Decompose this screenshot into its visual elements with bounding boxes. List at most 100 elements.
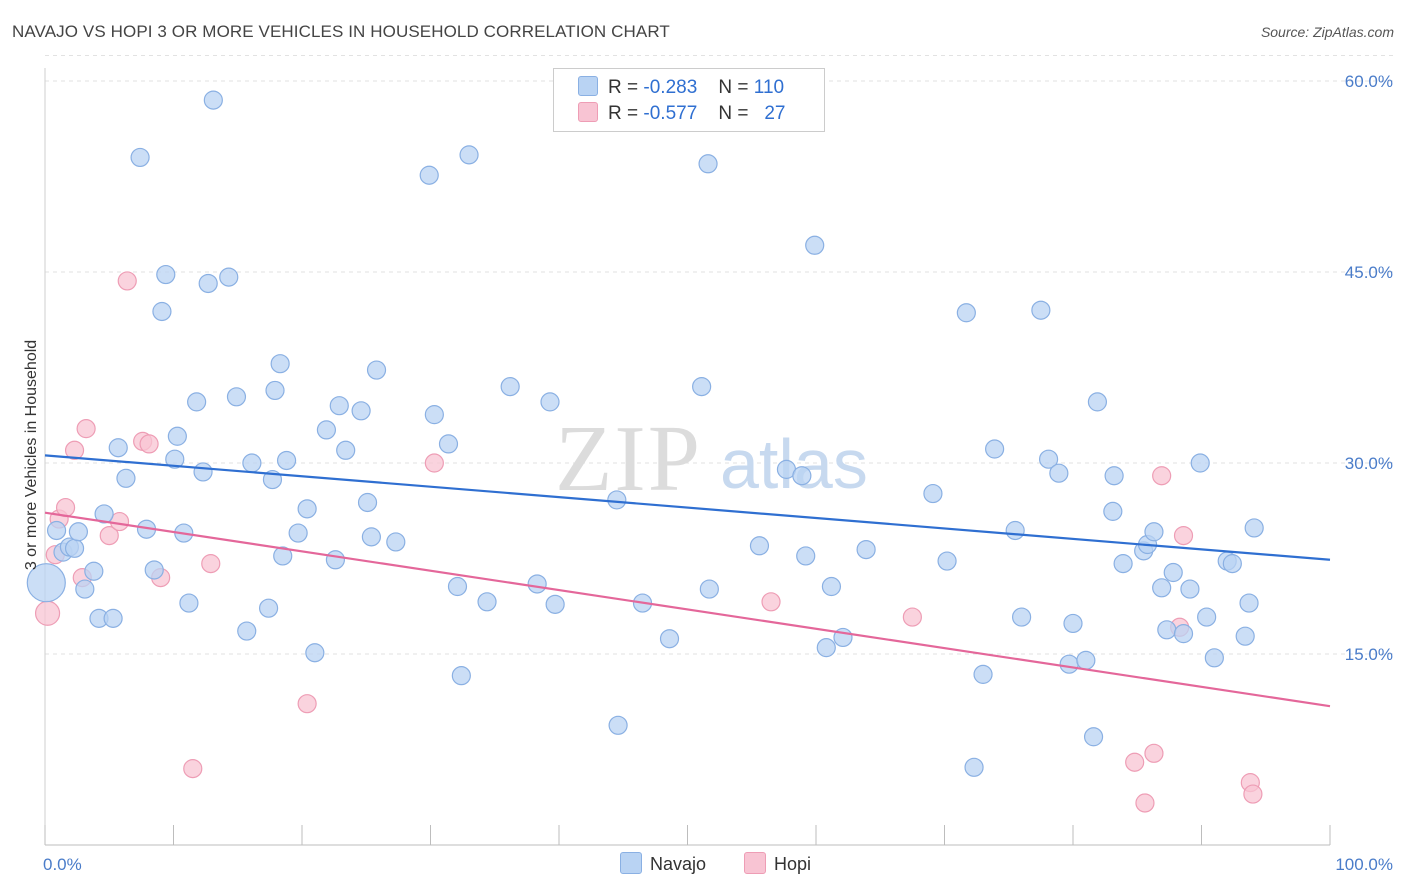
navajo-point <box>305 643 325 663</box>
navajo-point <box>325 550 346 570</box>
navajo-point <box>1049 463 1069 483</box>
y-tick-label: 30.0% <box>1345 454 1393 473</box>
navajo-point <box>288 523 308 543</box>
navajo-point <box>276 450 297 471</box>
hopi-swatch <box>578 102 598 122</box>
legend-n-value: 27 <box>764 103 786 124</box>
navajo-point <box>357 492 378 513</box>
navajo-point <box>973 664 993 684</box>
navajo-point <box>84 561 104 581</box>
navajo-point <box>193 462 213 482</box>
navajo-point <box>165 449 185 469</box>
hopi-point <box>1243 784 1263 804</box>
hopi-point <box>34 600 61 626</box>
navajo-point <box>130 147 150 168</box>
navajo-point <box>545 594 565 614</box>
navajo-point <box>64 538 85 558</box>
navajo-point <box>1157 620 1177 640</box>
navajo-point <box>336 440 356 460</box>
navajo-point <box>152 301 172 322</box>
legend-n-label: N = <box>718 77 749 98</box>
navajo-point <box>1063 613 1083 634</box>
navajo-point <box>424 405 444 425</box>
navajo-point <box>985 439 1005 459</box>
hopi-point <box>139 434 159 454</box>
navajo-point <box>26 563 66 603</box>
navajo-point <box>608 715 628 735</box>
navajo-point <box>273 546 293 566</box>
navajo-point <box>1038 449 1059 469</box>
navajo-point <box>351 401 371 421</box>
navajo-points <box>26 90 1264 777</box>
navajo-point <box>1180 579 1200 599</box>
navajo-point <box>699 579 719 599</box>
source-credit: Source: ZipAtlas.com <box>1260 24 1394 40</box>
navajo-point <box>796 546 816 566</box>
legend-r-value: -0.283 <box>643 77 698 98</box>
navajo-point <box>419 165 439 185</box>
navajo-point <box>1011 607 1032 627</box>
navajo-point <box>1113 554 1133 574</box>
navajo-point <box>116 468 136 488</box>
hopi-point <box>297 694 317 714</box>
navajo-point <box>792 466 812 486</box>
x-tick-label: 0.0% <box>43 855 82 874</box>
navajo-point <box>1152 578 1172 598</box>
navajo-point <box>1104 466 1124 486</box>
navajo-point <box>179 593 199 613</box>
chart-title: NAVAJO VS HOPI 3 OR MORE VEHICLES IN HOU… <box>12 22 670 41</box>
navajo-point <box>258 598 279 618</box>
navajo-point <box>366 360 387 380</box>
navajo-point <box>1222 554 1242 574</box>
navajo-point <box>198 273 218 294</box>
hopi-point <box>64 440 85 460</box>
navajo-point <box>821 576 842 597</box>
y-tick-label: 45.0% <box>1345 263 1393 282</box>
navajo-point <box>477 592 497 612</box>
navajo-point <box>698 154 718 174</box>
x-tick-label: 100.0% <box>1335 855 1393 874</box>
navajo-point <box>187 392 207 412</box>
hopi-points <box>34 271 1263 813</box>
navajo-point <box>459 145 479 165</box>
navajo-trend-line <box>44 454 1331 561</box>
navajo-point <box>361 527 381 547</box>
legend-row-navajo: R = -0.283 N = 110 <box>578 76 784 102</box>
bottom-legend-hopi-label: Hopi <box>774 854 812 874</box>
hopi-point <box>1152 466 1172 486</box>
navajo-point <box>692 377 712 397</box>
bottom-legend-navajo: Navajo <box>620 852 706 875</box>
y-tick-label: 15.0% <box>1345 645 1393 664</box>
tick-labels: 15.0% 30.0% 45.0% 60.0% 0.0% 100.0% <box>43 72 1393 874</box>
legend-r-value: -0.577 <box>643 103 698 124</box>
y-axis-label: 3 or more Vehicles in Household <box>23 340 40 570</box>
hopi-point <box>1125 752 1145 772</box>
navajo-point <box>856 539 876 560</box>
navajo-point <box>1103 501 1123 521</box>
navajo-point <box>1235 626 1255 646</box>
legend-n-label: N = <box>718 103 749 124</box>
navajo-swatch <box>578 76 598 96</box>
navajo-point <box>1059 654 1079 674</box>
hopi-point <box>1173 525 1194 546</box>
navajo-point <box>94 504 114 524</box>
navajo-point <box>297 499 317 519</box>
hopi-trend-line <box>44 511 1331 708</box>
navajo-point <box>923 483 943 504</box>
navajo-point <box>167 426 187 446</box>
navajo-swatch <box>620 852 642 874</box>
navajo-point <box>451 666 471 686</box>
navajo-point <box>219 267 239 287</box>
hopi-point <box>117 271 137 291</box>
hopi-point <box>761 592 781 612</box>
navajo-point <box>964 757 984 777</box>
legend-row-hopi: R = -0.577 N = 27 <box>578 102 785 128</box>
navajo-point <box>438 434 459 454</box>
hopi-point <box>99 525 119 546</box>
navajo-point <box>144 560 164 580</box>
navajo-point <box>749 536 770 556</box>
navajo-point <box>659 629 680 649</box>
legend-r-label: R = <box>608 103 639 124</box>
hopi-point <box>76 419 96 439</box>
